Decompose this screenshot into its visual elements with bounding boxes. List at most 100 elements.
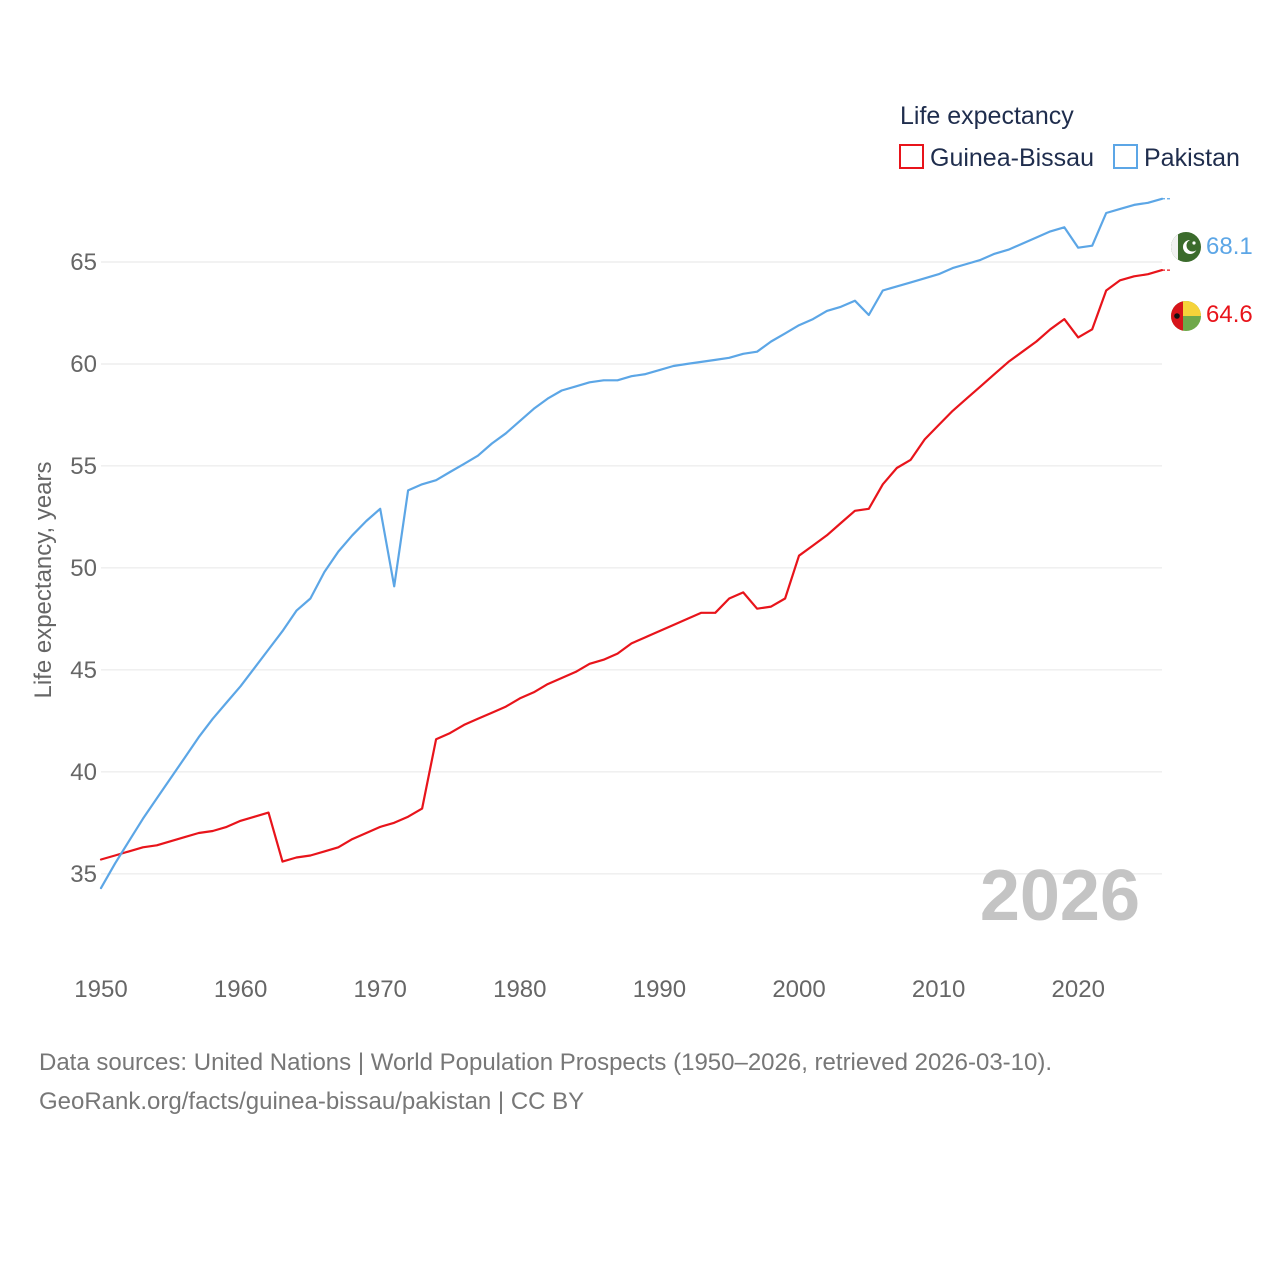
x-tick-label-1960: 1960: [214, 976, 267, 1003]
data-point-pakistan-1953: [142, 818, 144, 820]
data-point-guinea-bissau-1999: [784, 597, 786, 600]
x-tick-label-1990: 1990: [633, 976, 686, 1003]
data-point-pakistan-1966: [323, 571, 326, 573]
data-point-pakistan-1950: [100, 887, 102, 889]
data-point-guinea-bissau-2012: [965, 397, 968, 400]
data-point-guinea-bissau-1996: [742, 591, 744, 594]
data-point-pakistan-1974: [435, 479, 437, 482]
data-point-guinea-bissau-2015: [1007, 361, 1010, 363]
data-point-pakistan-2001: [812, 318, 814, 320]
data-point-pakistan-1993: [700, 361, 703, 363]
data-point-pakistan-1975: [449, 471, 451, 473]
data-point-guinea-bissau-1958: [211, 830, 214, 832]
data-point-guinea-bissau-2020: [1077, 336, 1079, 339]
data-point-pakistan-2021: [1091, 244, 1093, 247]
data-point-pakistan-2006: [882, 289, 884, 292]
data-point-guinea-bissau-1966: [323, 850, 326, 853]
year-label: 2026: [980, 856, 1140, 936]
data-point-guinea-bissau-2005: [868, 508, 870, 510]
source-line-1: Data sources: United Nations | World Pop…: [39, 1049, 1053, 1076]
data-point-pakistan-1961: [253, 667, 256, 669]
data-point-guinea-bissau-1992: [686, 618, 689, 620]
x-tick-label-1980: 1980: [493, 976, 546, 1003]
series-line-guinea-bissau: [99, 269, 1164, 863]
data-point-pakistan-2025: [1147, 202, 1149, 204]
data-point-pakistan-1976: [463, 463, 465, 465]
data-point-guinea-bissau-2022: [1105, 289, 1107, 292]
data-point-pakistan-2013: [979, 259, 982, 261]
data-point-pakistan-1951: [114, 862, 116, 865]
data-point-pakistan-2005: [868, 314, 870, 316]
data-point-guinea-bissau-1977: [477, 718, 479, 720]
data-point-guinea-bissau-1980: [519, 697, 521, 700]
data-point-guinea-bissau-2017: [1035, 340, 1038, 343]
legend-label-pakistan: Pakistan: [1144, 144, 1240, 172]
data-point-pakistan-1954: [156, 797, 158, 800]
data-point-guinea-bissau-2014: [993, 373, 996, 375]
data-point-pakistan-1978: [491, 442, 493, 445]
data-point-pakistan-1982: [546, 397, 549, 400]
data-point-pakistan-2011: [951, 267, 954, 269]
data-point-pakistan-1990: [658, 369, 661, 371]
data-point-pakistan-1986: [602, 379, 605, 382]
data-point-pakistan-1981: [533, 408, 535, 410]
data-point-pakistan-2022: [1105, 212, 1107, 214]
source-note: Data sources: United Nations | World Pop…: [39, 1043, 1239, 1121]
source-line-2[interactable]: GeoRank.org/facts/guinea-bissau/pakistan…: [39, 1088, 585, 1115]
data-point-pakistan-1969: [365, 520, 368, 522]
y-tick-label-40: 40: [70, 759, 97, 786]
data-point-pakistan-1977: [477, 454, 479, 457]
data-point-pakistan-1968: [351, 534, 354, 537]
data-point-pakistan-2014: [993, 253, 996, 255]
data-point-guinea-bissau-2007: [896, 467, 898, 469]
series-lines: [99, 197, 1171, 890]
data-point-pakistan-1984: [574, 385, 577, 388]
data-point-guinea-bissau-2004: [854, 510, 856, 512]
data-point-pakistan-1965: [309, 597, 312, 600]
data-point-pakistan-1959: [225, 701, 228, 704]
legend-item-guinea-bissau[interactable]: Guinea-Bissau: [899, 144, 1094, 172]
data-point-pakistan-2003: [840, 306, 842, 308]
data-point-guinea-bissau-1965: [309, 854, 312, 857]
end-value-guinea-bissau: 64.6: [1206, 301, 1253, 328]
data-point-pakistan-1980: [519, 420, 521, 422]
data-point-guinea-bissau-2008: [909, 459, 912, 461]
data-point-pakistan-2023: [1119, 208, 1121, 210]
data-point-guinea-bissau-2021: [1091, 328, 1093, 331]
data-point-guinea-bissau-2018: [1049, 328, 1052, 331]
data-point-pakistan-1992: [686, 363, 689, 365]
data-point-pakistan-1967: [337, 550, 340, 553]
series-line-pakistan: [99, 197, 1164, 890]
data-point-guinea-bissau-1971: [393, 822, 396, 824]
data-point-pakistan-2010: [937, 273, 940, 276]
data-point-guinea-bissau-2016: [1021, 350, 1024, 353]
data-point-pakistan-2009: [923, 277, 926, 280]
data-point-guinea-bissau-1981: [533, 691, 535, 694]
data-point-guinea-bissau-2009: [923, 438, 926, 441]
data-point-pakistan-2020: [1077, 246, 1079, 249]
data-point-guinea-bissau-2025: [1147, 273, 1149, 276]
data-point-pakistan-1955: [170, 777, 172, 779]
data-point-pakistan-1963: [281, 630, 284, 632]
x-tick-label-2000: 2000: [772, 976, 825, 1003]
data-point-pakistan-1997: [756, 350, 758, 353]
legend-label-guinea-bissau: Guinea-Bissau: [930, 144, 1094, 172]
data-point-guinea-bissau-1970: [379, 826, 382, 828]
x-tick-label-2010: 2010: [912, 976, 965, 1003]
data-point-guinea-bissau-1997: [756, 607, 758, 610]
data-point-guinea-bissau-1969: [365, 832, 368, 834]
data-point-pakistan-1983: [560, 389, 563, 392]
x-tick-label-2020: 2020: [1052, 976, 1105, 1003]
data-point-guinea-bissau-2006: [882, 483, 884, 486]
data-point-pakistan-2016: [1021, 242, 1024, 245]
data-point-guinea-bissau-2003: [840, 522, 842, 524]
data-point-pakistan-1960: [239, 685, 242, 687]
data-point-guinea-bissau-1988: [630, 642, 633, 645]
legend-item-pakistan[interactable]: Pakistan: [1113, 144, 1240, 172]
data-point-guinea-bissau-1964: [295, 856, 298, 859]
y-tick-label-60: 60: [70, 351, 97, 378]
data-point-guinea-bissau-1961: [253, 815, 256, 818]
data-point-guinea-bissau-1994: [714, 612, 717, 614]
data-point-pakistan-1985: [588, 381, 591, 384]
x-tick-label-1970: 1970: [354, 976, 407, 1003]
